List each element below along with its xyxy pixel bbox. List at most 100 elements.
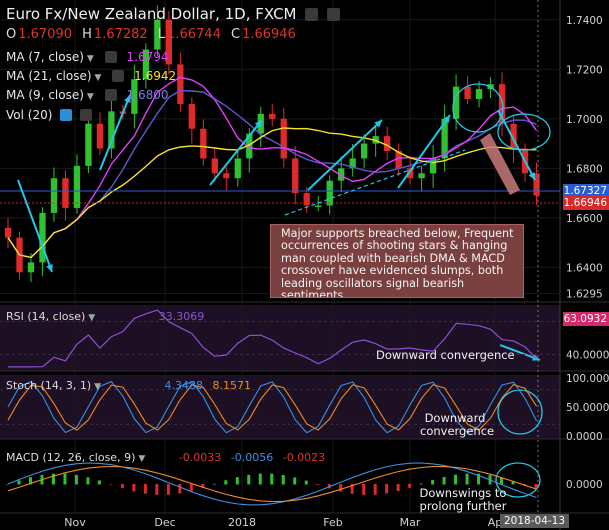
candle-body xyxy=(280,118,287,159)
ma9-value: 1.6800 xyxy=(126,88,169,102)
candle-body xyxy=(246,133,253,159)
candle-body xyxy=(303,193,310,206)
current-price-tag: 1.67327 xyxy=(563,184,609,198)
macd-histogram-bar xyxy=(6,484,9,485)
macd-histogram-bar xyxy=(178,484,182,494)
ohlc-readout: O 1.67090 H 1.67282 L 1.66744 C 1.66946 xyxy=(6,27,302,42)
ma7-legend[interactable]: MA (7, close) ▼ 1.6794 xyxy=(6,50,169,64)
trend-arrow xyxy=(397,114,451,189)
x-tick-label: Mar xyxy=(400,516,421,529)
highlight-circle xyxy=(497,113,551,151)
macd-histogram-bar xyxy=(51,473,55,485)
macd-histogram-bar xyxy=(350,484,354,494)
ma9-legend[interactable]: MA (9, close) ▼ 1.6800 xyxy=(6,88,169,102)
trend-arrow-head xyxy=(46,264,53,272)
macd-histogram-bar xyxy=(235,477,239,485)
candle-body xyxy=(50,178,58,213)
candle-body xyxy=(349,158,356,169)
macd-histogram-bar xyxy=(534,484,538,489)
close-value: 1.66946 xyxy=(242,27,296,42)
candle-body xyxy=(85,123,92,166)
stoch-note: Downward convergence xyxy=(420,411,495,438)
ma21-label: MA (21, close) xyxy=(6,69,92,83)
chevron-down-icon[interactable]: ▼ xyxy=(86,54,94,64)
ma21-legend[interactable]: MA (21, close) ▼ 1.6942 xyxy=(6,69,176,83)
candle-body xyxy=(383,136,391,151)
volume-indicator-icon[interactable] xyxy=(60,109,73,121)
chart-title: Euro Fx/New Zealand Dollar, 1D, FXCM xyxy=(6,5,341,23)
candle-body xyxy=(4,227,12,238)
chevron-down-icon[interactable]: ▼ xyxy=(86,92,94,102)
rsi-pane-bg xyxy=(0,305,560,371)
x-tick-label: Ap xyxy=(488,516,503,529)
trend-arrow xyxy=(209,119,263,186)
hide-icon[interactable] xyxy=(327,8,341,21)
eye-icon[interactable] xyxy=(104,51,117,63)
x-tick-label: Dec xyxy=(154,516,175,529)
stoch-label: Stoch (14, 3, 1) xyxy=(6,379,92,392)
macd-histogram-bar xyxy=(166,484,170,495)
candle-body xyxy=(234,158,241,179)
volume-legend[interactable]: Vol (20) xyxy=(6,108,93,122)
trend-arrow xyxy=(99,94,131,171)
settings-icon[interactable] xyxy=(80,109,93,121)
y-tick-label: 1.6600 xyxy=(566,213,603,225)
macd-histogram-bar xyxy=(212,483,216,485)
trend-arrow-head xyxy=(124,95,131,103)
candle-body xyxy=(510,123,517,149)
low-value: 1.66744 xyxy=(167,27,221,42)
stoch-d-value: 8.1571 xyxy=(212,379,252,392)
stoch-k-value: 4.3488 xyxy=(164,379,204,392)
eye-icon[interactable] xyxy=(104,89,117,101)
candle-body xyxy=(441,118,448,159)
chevron-down-icon[interactable]: ▼ xyxy=(88,313,96,323)
stoch-legend[interactable]: Stoch (14, 3, 1) ▼ 4.3488 8.1571 xyxy=(6,379,251,392)
chevron-down-icon[interactable]: ▼ xyxy=(94,382,102,392)
macd-histogram-bar xyxy=(293,477,297,485)
macd-histogram-bar xyxy=(396,484,400,491)
y-tick-label: 1.7200 xyxy=(566,64,603,76)
ma7-line xyxy=(7,76,538,259)
macd-legend[interactable]: MACD (12, 26, close, 9) ▼ -0.0033 -0.0056… xyxy=(6,451,325,464)
macd-histogram-bar xyxy=(500,477,504,485)
macd-histogram-bar xyxy=(247,474,251,485)
macd-histogram-bar xyxy=(224,480,228,485)
rsi-label: RSI (14, close) xyxy=(6,310,86,323)
trend-arrow xyxy=(307,119,383,191)
candle-body xyxy=(154,19,161,50)
chevron-down-icon[interactable]: ▼ xyxy=(138,454,146,464)
high-label: H xyxy=(82,27,92,42)
highlight-circle xyxy=(497,389,543,435)
candle-body xyxy=(338,168,345,181)
macd-histogram-bar xyxy=(63,473,67,485)
rsi-legend[interactable]: RSI (14, close) ▼ 33.3069 xyxy=(6,310,204,323)
macd-histogram-bar xyxy=(327,484,331,489)
candle-body xyxy=(429,158,437,174)
trend-arrow-head xyxy=(374,120,382,128)
settings-icon[interactable] xyxy=(305,8,319,21)
macd-histogram-bar xyxy=(339,484,343,492)
close-label: C xyxy=(230,27,241,42)
macd-histogram-bar xyxy=(523,484,527,485)
macd-histogram-bar xyxy=(28,477,32,485)
candle-body xyxy=(533,173,540,196)
macd-signal-line xyxy=(7,465,537,503)
macd-histogram-bar xyxy=(281,475,285,485)
rsi-value: 33.3069 xyxy=(158,310,205,323)
macd-histogram-bar xyxy=(362,484,366,495)
callout-pointer xyxy=(480,133,520,195)
macd-histogram-bar xyxy=(431,480,435,485)
candle-body xyxy=(326,180,333,206)
chevron-down-icon[interactable]: ▼ xyxy=(94,73,102,83)
macd-line-value: -0.0056 xyxy=(230,451,274,464)
macd-note: Downswings to prolong further xyxy=(419,486,507,513)
analysis-annotation: Major supports breached below, Frequent … xyxy=(270,224,524,298)
trend-arrow-head xyxy=(442,115,450,123)
candle-body xyxy=(452,86,460,119)
ma7-value: 1.6794 xyxy=(126,50,169,64)
eye-icon[interactable] xyxy=(112,70,125,82)
cursor-date-tag: 2018-04-13 xyxy=(500,514,570,528)
macd-histogram-bar xyxy=(189,484,193,492)
candle-body xyxy=(269,113,276,119)
stoch-tick-label: 50.0000 xyxy=(566,402,609,414)
